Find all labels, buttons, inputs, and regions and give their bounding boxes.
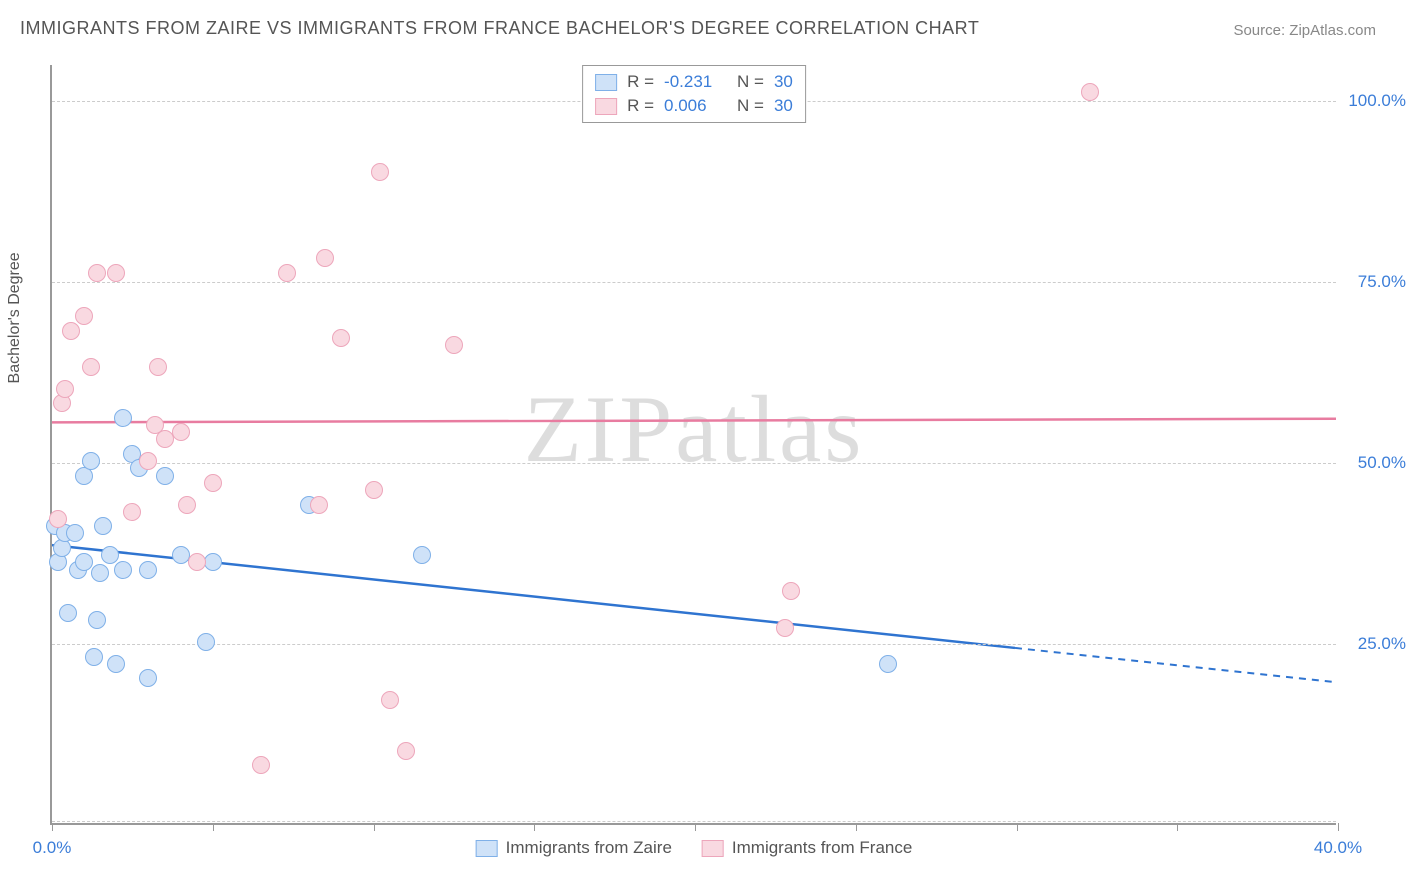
data-point	[188, 553, 206, 571]
data-point	[139, 561, 157, 579]
data-point	[62, 322, 80, 340]
legend-item-france: Immigrants from France	[702, 838, 912, 858]
stats-row-zaire: R = -0.231 N = 30	[595, 70, 793, 94]
stats-row-france: R = 0.006 N = 30	[595, 94, 793, 118]
data-point	[123, 503, 141, 521]
data-point	[88, 264, 106, 282]
data-point	[204, 553, 222, 571]
swatch-france	[595, 98, 617, 115]
x-tick-mark	[1017, 823, 1018, 831]
plot-area: ZIPatlas R = -0.231 N = 30 R = 0.006 N =…	[50, 65, 1336, 825]
x-tick-mark	[695, 823, 696, 831]
data-point	[879, 655, 897, 673]
data-point	[107, 264, 125, 282]
data-point	[149, 358, 167, 376]
legend-item-zaire: Immigrants from Zaire	[476, 838, 672, 858]
x-tick-mark	[374, 823, 375, 831]
swatch-zaire	[476, 840, 498, 857]
x-tick-mark	[856, 823, 857, 831]
data-point	[91, 564, 109, 582]
x-tick-mark	[1338, 823, 1339, 831]
data-point	[82, 358, 100, 376]
data-point	[59, 604, 77, 622]
y-tick-label: 100.0%	[1348, 91, 1406, 111]
x-tick-label: 40.0%	[1314, 838, 1362, 858]
watermark-text: ZIPatlas	[524, 374, 865, 484]
data-point	[139, 669, 157, 687]
data-point	[49, 510, 67, 528]
legend-label-zaire: Immigrants from Zaire	[506, 838, 672, 858]
swatch-zaire	[595, 74, 617, 91]
data-point	[114, 561, 132, 579]
trend-lines-svg	[52, 65, 1336, 823]
data-point	[172, 423, 190, 441]
data-point	[56, 380, 74, 398]
r-value-france: 0.006	[664, 96, 719, 116]
data-point	[397, 742, 415, 760]
y-tick-label: 75.0%	[1358, 272, 1406, 292]
x-tick-mark	[1177, 823, 1178, 831]
data-point	[101, 546, 119, 564]
data-point	[776, 619, 794, 637]
y-tick-label: 25.0%	[1358, 634, 1406, 654]
data-point	[178, 496, 196, 514]
data-point	[75, 553, 93, 571]
swatch-france	[702, 840, 724, 857]
x-tick-mark	[213, 823, 214, 831]
r-label: R =	[627, 72, 654, 92]
chart-title: IMMIGRANTS FROM ZAIRE VS IMMIGRANTS FROM…	[20, 18, 979, 39]
data-point	[94, 517, 112, 535]
n-value-france: 30	[774, 96, 793, 116]
data-point	[156, 467, 174, 485]
data-point	[66, 524, 84, 542]
data-point	[332, 329, 350, 347]
n-label: N =	[737, 72, 764, 92]
data-point	[782, 582, 800, 600]
data-point	[114, 409, 132, 427]
x-tick-mark	[52, 823, 53, 831]
data-point	[413, 546, 431, 564]
x-tick-label: 0.0%	[33, 838, 72, 858]
data-point	[85, 648, 103, 666]
n-value-zaire: 30	[774, 72, 793, 92]
data-point	[204, 474, 222, 492]
r-value-zaire: -0.231	[664, 72, 719, 92]
gridline	[52, 282, 1336, 283]
data-point	[252, 756, 270, 774]
data-point	[1081, 83, 1099, 101]
y-axis-label: Bachelor's Degree	[6, 252, 24, 383]
series-legend: Immigrants from Zaire Immigrants from Fr…	[476, 838, 913, 858]
data-point	[310, 496, 328, 514]
data-point	[75, 307, 93, 325]
chart-container: IMMIGRANTS FROM ZAIRE VS IMMIGRANTS FROM…	[0, 0, 1406, 892]
data-point	[107, 655, 125, 673]
data-point	[371, 163, 389, 181]
legend-label-france: Immigrants from France	[732, 838, 912, 858]
y-tick-label: 50.0%	[1358, 453, 1406, 473]
gridline	[52, 463, 1336, 464]
gridline	[52, 821, 1336, 822]
stats-legend: R = -0.231 N = 30 R = 0.006 N = 30	[582, 65, 806, 123]
r-label: R =	[627, 96, 654, 116]
data-point	[278, 264, 296, 282]
data-point	[88, 611, 106, 629]
x-tick-mark	[534, 823, 535, 831]
n-label: N =	[737, 96, 764, 116]
data-point	[316, 249, 334, 267]
data-point	[445, 336, 463, 354]
data-point	[82, 452, 100, 470]
data-point	[365, 481, 383, 499]
source-label: Source: ZipAtlas.com	[1233, 22, 1376, 39]
data-point	[381, 691, 399, 709]
data-point	[139, 452, 157, 470]
gridline	[52, 644, 1336, 645]
data-point	[197, 633, 215, 651]
